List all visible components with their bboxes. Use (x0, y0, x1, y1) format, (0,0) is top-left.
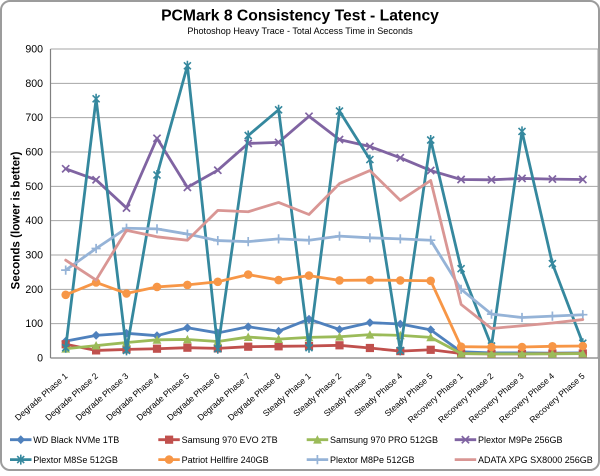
svg-text:PCMark 8 Consistency Test - La: PCMark 8 Consistency Test - Latency (161, 8, 439, 25)
svg-text:300: 300 (25, 250, 43, 262)
svg-text:Patriot Hellfire 240GB: Patriot Hellfire 240GB (182, 455, 269, 465)
svg-text:400: 400 (25, 215, 43, 227)
svg-text:Plextor M8Se 512GB: Plextor M8Se 512GB (33, 455, 118, 465)
svg-text:800: 800 (25, 78, 43, 90)
svg-text:WD Black NVMe 1TB: WD Black NVMe 1TB (33, 435, 119, 445)
svg-text:900: 900 (25, 44, 43, 56)
svg-text:Samsung 970 PRO 512GB: Samsung 970 PRO 512GB (330, 435, 438, 445)
svg-text:Plextor M9Pe 256GB: Plextor M9Pe 256GB (478, 435, 563, 445)
svg-text:Plextor M8Pe 512GB: Plextor M8Pe 512GB (330, 455, 415, 465)
svg-text:ADATA XPG SX8000 256GB: ADATA XPG SX8000 256GB (478, 455, 593, 465)
svg-text:0: 0 (37, 353, 43, 365)
svg-text:Photoshop Heavy Trace - Total: Photoshop Heavy Trace - Total Access Tim… (187, 26, 413, 36)
svg-text:100: 100 (25, 318, 43, 330)
svg-text:700: 700 (25, 112, 43, 124)
svg-text:500: 500 (25, 181, 43, 193)
svg-text:200: 200 (25, 284, 43, 296)
svg-text:600: 600 (25, 147, 43, 159)
svg-text:Seconds (lower is better): Seconds (lower is better) (10, 151, 23, 289)
svg-text:Samsung 970 EVO 2TB: Samsung 970 EVO 2TB (182, 435, 278, 445)
